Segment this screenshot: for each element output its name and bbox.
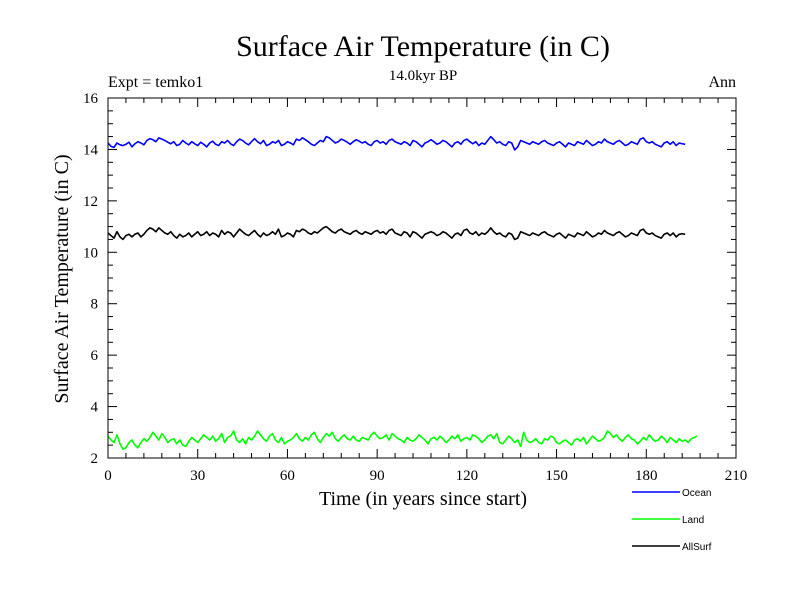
x-tick-label: 150 <box>545 468 568 484</box>
y-tick-label: 2 <box>91 451 99 467</box>
x-tick-label: 30 <box>190 468 205 484</box>
y-tick-label: 10 <box>83 245 98 261</box>
x-tick-label: 60 <box>280 468 295 484</box>
series-line-ocean <box>107 135 686 151</box>
y-tick-label: 6 <box>91 348 99 364</box>
experiment-label: Expt = temko1 <box>108 74 203 91</box>
axes-layer <box>107 97 737 459</box>
chart-title: Surface Air Temperature (in C) <box>236 30 610 63</box>
x-tick-label: 90 <box>370 468 385 484</box>
chart-subtitle: 14.0kyr BP <box>389 68 457 84</box>
series-line-allsurf <box>107 225 686 241</box>
legend-label-ocean: Ocean <box>682 488 711 499</box>
y-tick-label: 12 <box>83 194 98 210</box>
y-tick-label: 14 <box>83 142 99 158</box>
legend-label-allsurf: AllSurf <box>682 542 712 553</box>
x-tick-label: 0 <box>104 468 112 484</box>
y-axis-label: Surface Air Temperature (in C) <box>51 154 73 403</box>
y-tick-label: 8 <box>91 297 99 313</box>
x-tick-label: 210 <box>725 468 748 484</box>
y-tick-label: 4 <box>91 400 99 416</box>
x-axis-label: Time (in years since start) <box>319 488 527 510</box>
y-tick-label: 16 <box>83 91 99 107</box>
season-label: Ann <box>708 74 736 91</box>
series-layer <box>107 135 698 450</box>
legend: Ocean Land AllSurf <box>632 488 712 553</box>
x-tick-label: 180 <box>635 468 658 484</box>
plot-frame <box>107 97 737 459</box>
legend-label-land: Land <box>682 515 704 526</box>
series-line-land <box>107 430 698 450</box>
tick-labels: 0 30 60 90 120 150 180 210 2 4 6 8 10 12 14 16 <box>83 91 747 484</box>
x-tick-label: 120 <box>456 468 479 484</box>
